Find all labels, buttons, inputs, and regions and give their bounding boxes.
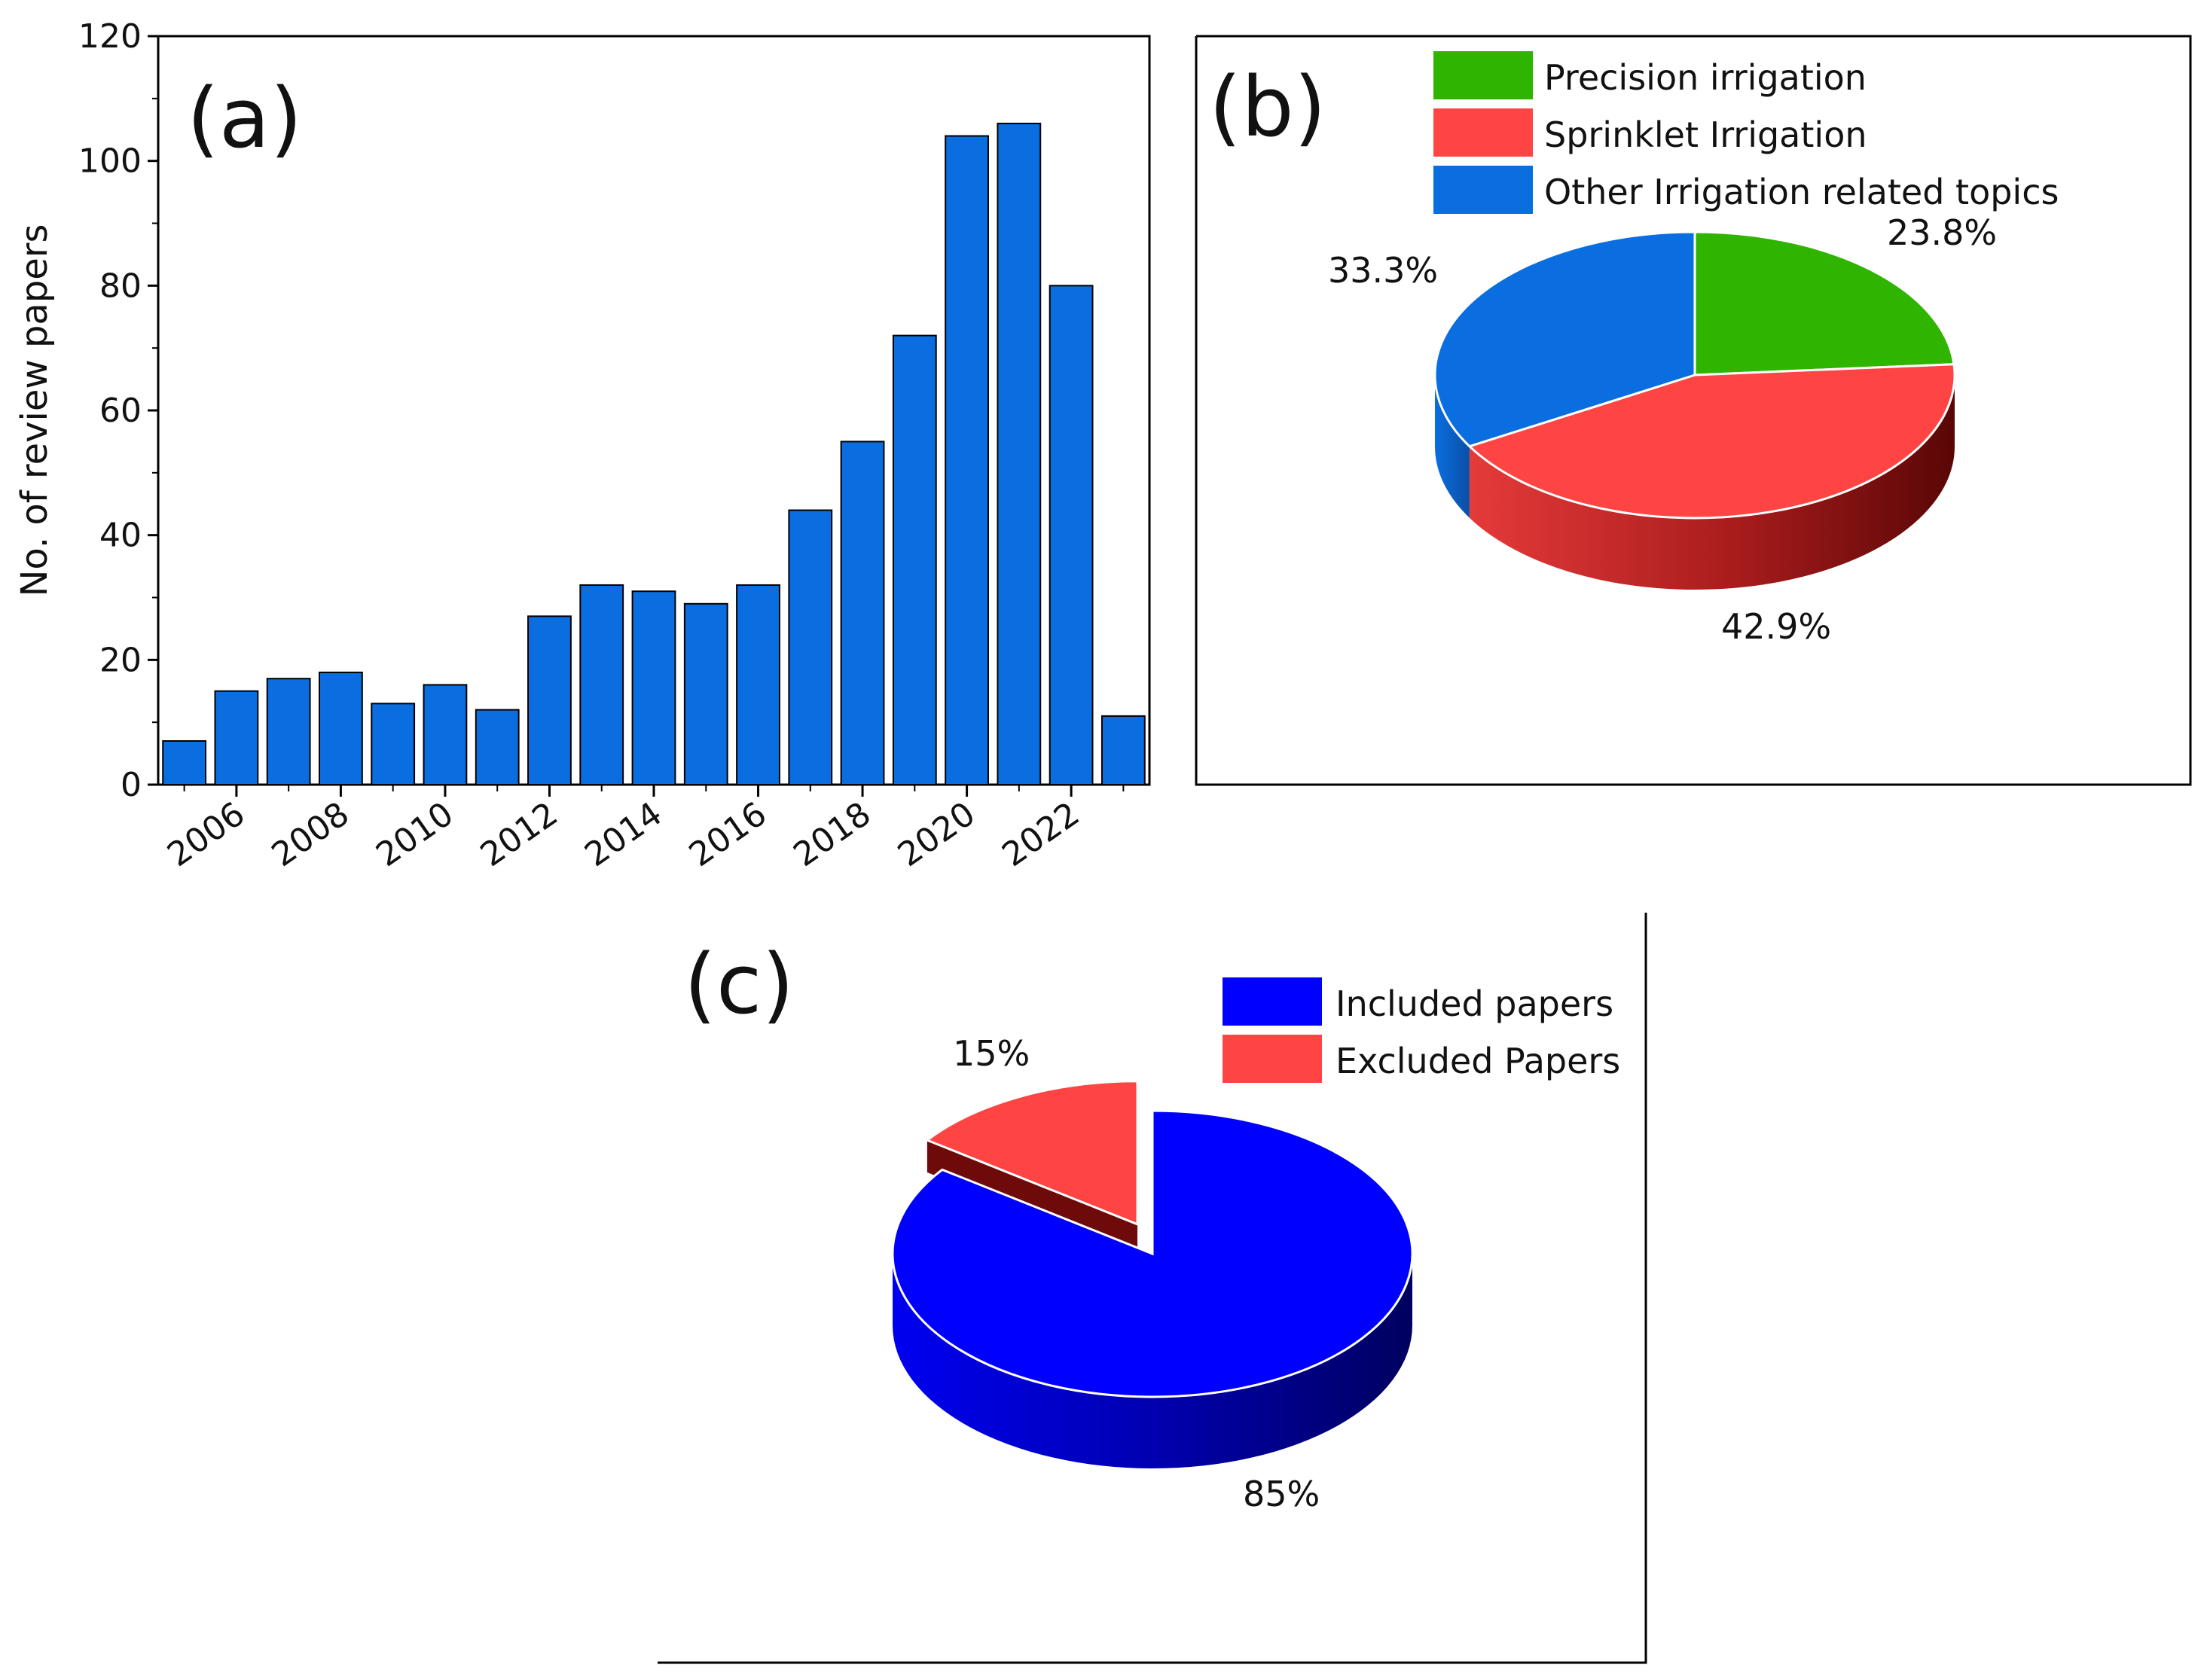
- y-tick-label: 40: [99, 517, 142, 555]
- x-tick-label: 2020: [891, 794, 982, 874]
- pct-label-included: 85%: [1243, 1474, 1320, 1514]
- pie-b-side-other: [1435, 375, 1470, 518]
- x-tick-label: 2010: [369, 794, 460, 874]
- x-tick-label: 2006: [160, 794, 252, 874]
- panel-label-b: (b): [1209, 59, 1326, 155]
- bar-2007: [266, 678, 311, 786]
- bar-2015: [683, 602, 728, 785]
- bar-2018: [840, 441, 885, 786]
- pct-label-excluded: 15%: [953, 1033, 1030, 1074]
- bar-2010: [423, 684, 468, 786]
- y-tick-label: 120: [78, 17, 142, 56]
- y-tick-label: 60: [99, 392, 142, 430]
- bar-2011: [475, 709, 520, 785]
- legend-label-precision: Precision irrigation: [1544, 57, 1867, 98]
- bar-2009: [371, 703, 416, 785]
- pie-b-slice-other: [1433, 230, 1696, 448]
- legend-swatch-excluded: [1223, 1035, 1322, 1083]
- y-tick-label: 20: [99, 641, 142, 679]
- pie-c-side-included: [893, 1254, 1412, 1468]
- bar-2020: [945, 135, 989, 786]
- y-tick-label: 80: [99, 267, 142, 305]
- bar-2019: [892, 334, 937, 786]
- pie-c-slice-excluded: [924, 1080, 1139, 1227]
- bar-2014: [631, 590, 676, 785]
- bar-2008: [319, 671, 363, 786]
- pie-b-legend: Precision irrigation Sprinklet Irrigatio…: [1433, 51, 2059, 214]
- x-tick-label: 2012: [474, 794, 565, 874]
- pie-c-slice-included: [891, 1109, 1414, 1398]
- legend-label-excluded: Excluded Papers: [1336, 1041, 1620, 1081]
- legend-swatch-precision: [1433, 51, 1533, 99]
- legend-swatch-other: [1433, 166, 1533, 214]
- x-tick-label: 2014: [578, 794, 669, 874]
- x-tick-label: 2008: [265, 794, 356, 874]
- bar-2016: [736, 584, 780, 786]
- x-tick-label: 2022: [995, 794, 1086, 874]
- x-tick-label: 2018: [786, 794, 878, 874]
- legend-label-included: Included papers: [1336, 983, 1613, 1024]
- bar-2017: [788, 509, 833, 785]
- pie-c-frame: [658, 913, 1647, 1664]
- y-tick-label: 100: [78, 142, 142, 181]
- pct-label-other: 33.3%: [1328, 250, 1438, 291]
- bar-2021: [997, 122, 1042, 785]
- pie-b-frame: [1195, 35, 2192, 786]
- bar-2012: [527, 615, 572, 785]
- bar-2005: [162, 740, 207, 785]
- pie-b-side-sprinklet: [1469, 375, 1955, 590]
- pie-b-slice-precision: [1693, 230, 1955, 377]
- panel-label-c: (c): [684, 936, 794, 1032]
- bar-chart-panel: 0 20 40 60 80 100 120 2006 2008 2010 2012 2014 2016…: [14, 17, 1151, 874]
- y-tick-label: 0: [121, 766, 142, 804]
- pie-c-legend: Included papers Excluded Papers: [1223, 977, 1620, 1083]
- bar-2022: [1049, 285, 1094, 786]
- pie-chart-c-panel: (c) Included papers Excluded Papers 15% …: [658, 913, 1647, 1664]
- bar-2013: [579, 584, 624, 786]
- pie-b-slice-sprinklet: [1467, 363, 1956, 520]
- panel-label-a: (a): [187, 70, 302, 166]
- legend-swatch-sprinklet: [1433, 108, 1533, 157]
- y-axis-title: No. of review papers: [14, 224, 56, 596]
- legend-label-other: Other Irrigation related topics: [1544, 172, 2059, 212]
- pct-label-sprinklet: 42.9%: [1721, 606, 1831, 647]
- legend-label-sprinklet: Sprinklet Irrigation: [1544, 114, 1867, 155]
- pct-label-precision: 23.8%: [1887, 212, 1997, 253]
- bar-2023: [1100, 715, 1146, 786]
- pie-chart-b-panel: (b) Precision irrigation Sprinklet Irrig…: [1195, 35, 2192, 786]
- legend-swatch-included: [1223, 977, 1322, 1026]
- x-tick-label: 2016: [682, 794, 774, 874]
- bar-2006: [214, 690, 259, 785]
